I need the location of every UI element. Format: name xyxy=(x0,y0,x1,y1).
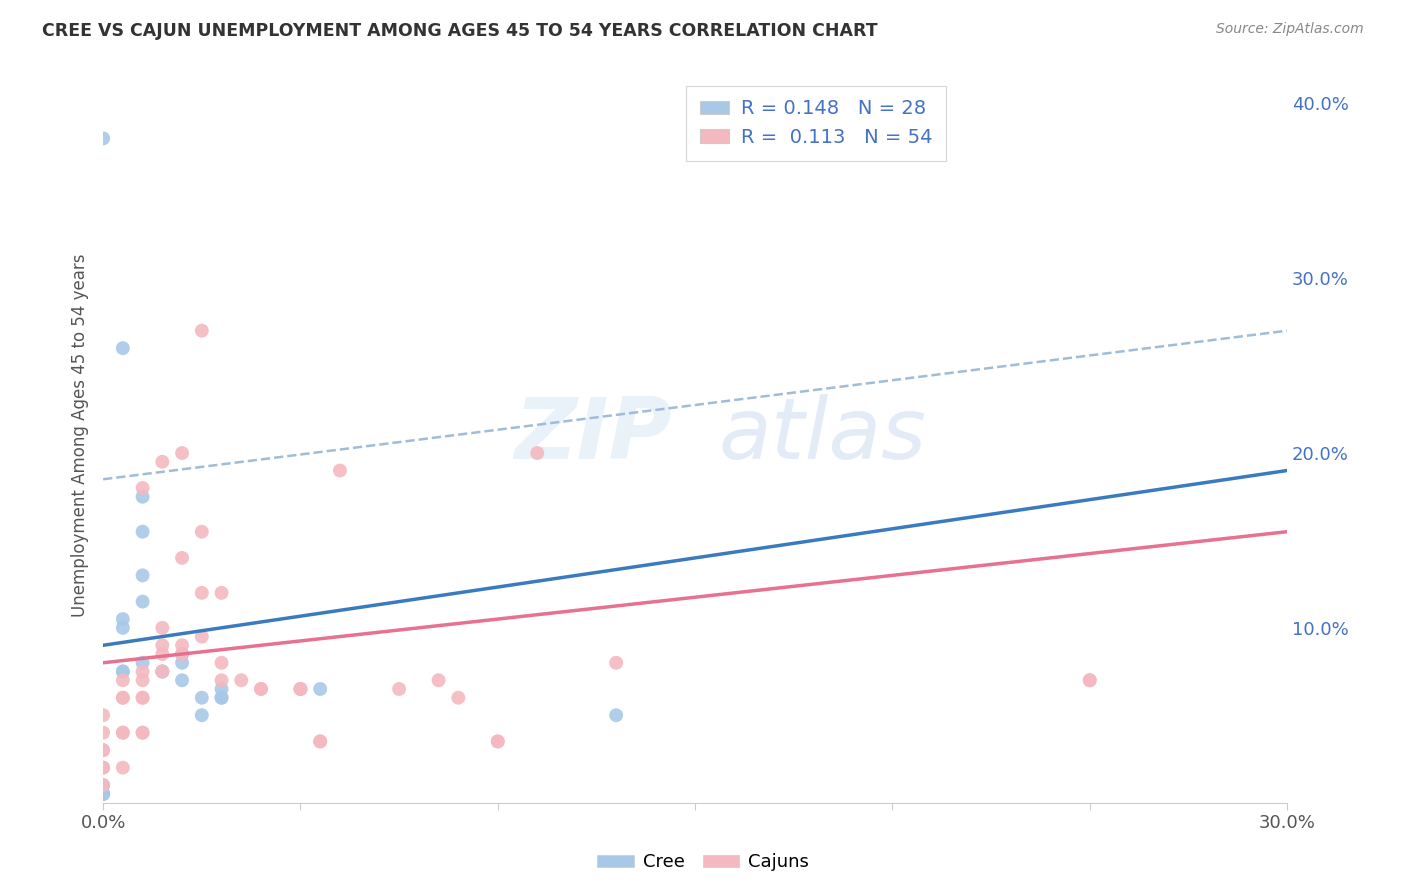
Point xyxy=(91,743,114,757)
Point xyxy=(191,524,214,539)
Point xyxy=(170,647,193,661)
Point xyxy=(211,586,233,600)
Point xyxy=(191,630,214,644)
Legend: Cree, Cajuns: Cree, Cajuns xyxy=(591,847,815,879)
Point xyxy=(290,681,312,696)
Point xyxy=(91,778,114,792)
Point xyxy=(170,550,193,565)
Point xyxy=(91,761,114,775)
Point xyxy=(131,594,153,608)
Point xyxy=(111,761,134,775)
Point xyxy=(131,690,153,705)
Point xyxy=(131,490,153,504)
Point xyxy=(150,665,173,679)
Point xyxy=(150,455,173,469)
Point xyxy=(131,481,153,495)
Point xyxy=(150,647,173,661)
Point xyxy=(329,463,352,477)
Point xyxy=(111,725,134,739)
Point xyxy=(111,690,134,705)
Point xyxy=(150,665,173,679)
Point xyxy=(170,446,193,460)
Point xyxy=(111,612,134,626)
Point xyxy=(250,681,273,696)
Point xyxy=(131,725,153,739)
Point xyxy=(131,665,153,679)
Point xyxy=(111,673,134,688)
Point xyxy=(150,621,173,635)
Point xyxy=(191,586,214,600)
Text: atlas: atlas xyxy=(718,394,927,477)
Point xyxy=(91,708,114,723)
Point xyxy=(1078,673,1101,688)
Point xyxy=(131,568,153,582)
Point xyxy=(191,324,214,338)
Point xyxy=(91,131,114,145)
Point xyxy=(170,638,193,652)
Point xyxy=(211,673,233,688)
Point xyxy=(111,341,134,355)
Point xyxy=(526,446,548,460)
Point xyxy=(231,673,253,688)
Point xyxy=(191,690,214,705)
Point xyxy=(131,656,153,670)
Point xyxy=(427,673,450,688)
Y-axis label: Unemployment Among Ages 45 to 54 years: Unemployment Among Ages 45 to 54 years xyxy=(72,254,89,617)
Point xyxy=(111,690,134,705)
Point xyxy=(388,681,411,696)
Point xyxy=(605,656,627,670)
Point xyxy=(131,524,153,539)
Point xyxy=(131,673,153,688)
Point xyxy=(170,647,193,661)
Point xyxy=(290,681,312,696)
Point xyxy=(131,725,153,739)
Point xyxy=(309,734,332,748)
Point xyxy=(91,778,114,792)
Point xyxy=(211,690,233,705)
Point xyxy=(605,708,627,723)
Point xyxy=(131,690,153,705)
Point xyxy=(211,656,233,670)
Legend: R = 0.148   N = 28, R =  0.113   N = 54: R = 0.148 N = 28, R = 0.113 N = 54 xyxy=(686,86,946,161)
Point xyxy=(309,734,332,748)
Point xyxy=(91,787,114,801)
Point xyxy=(211,681,233,696)
Point xyxy=(91,743,114,757)
Text: ZIP: ZIP xyxy=(513,394,672,477)
Text: CREE VS CAJUN UNEMPLOYMENT AMONG AGES 45 TO 54 YEARS CORRELATION CHART: CREE VS CAJUN UNEMPLOYMENT AMONG AGES 45… xyxy=(42,22,877,40)
Point xyxy=(211,690,233,705)
Point xyxy=(486,734,509,748)
Point xyxy=(91,761,114,775)
Point xyxy=(150,665,173,679)
Point xyxy=(150,638,173,652)
Point xyxy=(91,787,114,801)
Point xyxy=(111,725,134,739)
Point xyxy=(111,665,134,679)
Text: Source: ZipAtlas.com: Source: ZipAtlas.com xyxy=(1216,22,1364,37)
Point xyxy=(170,656,193,670)
Point xyxy=(309,681,332,696)
Point xyxy=(1078,673,1101,688)
Point xyxy=(91,787,114,801)
Point xyxy=(91,725,114,739)
Point xyxy=(290,681,312,696)
Point xyxy=(447,690,470,705)
Point xyxy=(111,621,134,635)
Point xyxy=(191,708,214,723)
Point xyxy=(486,734,509,748)
Point xyxy=(170,673,193,688)
Point xyxy=(91,787,114,801)
Point xyxy=(250,681,273,696)
Point xyxy=(111,665,134,679)
